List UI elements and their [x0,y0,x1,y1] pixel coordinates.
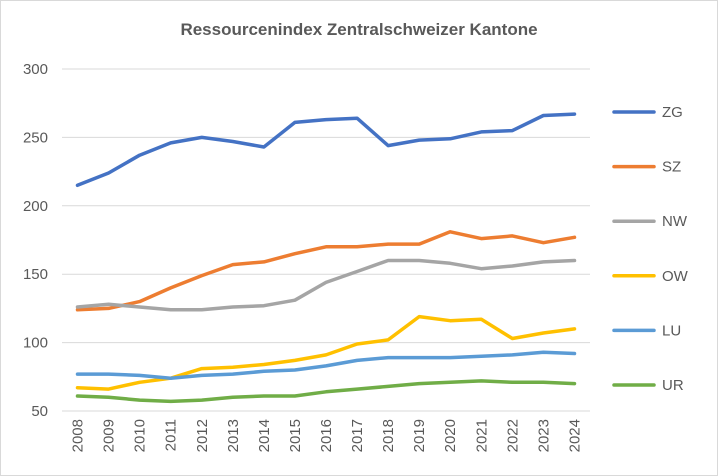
x-axis-ticks: 2008 2009 2010 2011 2012 2013 2014 2015 2016 2017… [70,419,584,452]
legend-label-sz: SZ [662,159,681,176]
x-tick-label: 2008 [70,419,87,452]
x-tick-label: 2018 [380,419,397,452]
legend: ZG SZ NW OW LU UR [612,104,689,394]
legend-label-ur: UR [662,377,684,394]
y-axis-ticks: 50 100 150 200 250 300 [23,61,48,420]
x-tick-label: 2014 [256,419,273,452]
y-tick-label: 200 [23,198,48,215]
x-tick-label: 2021 [473,419,490,452]
x-tick-label: 2015 [287,419,304,452]
gridlines [62,68,590,412]
legend-label-lu: LU [662,322,681,339]
legend-label-nw: NW [662,213,688,230]
series-line-lu [75,350,577,380]
legend-label-zg: ZG [662,104,683,121]
x-tick-label: 2016 [318,419,335,452]
y-tick-label: 100 [23,335,48,352]
chart-title: Ressourcenindex Zentralschweizer Kantone [180,20,538,39]
y-tick-label: 50 [31,403,48,420]
x-tick-label: 2011 [163,419,180,451]
x-tick-label: 2023 [535,419,552,452]
x-tick-label: 2020 [442,419,459,452]
x-tick-label: 2024 [566,419,583,452]
x-tick-label: 2012 [194,419,211,452]
y-tick-label: 250 [23,129,48,146]
x-tick-label: 2017 [349,419,366,452]
series-line-nw [75,258,577,312]
x-tick-label: 2022 [504,419,521,452]
series-line-zg [75,112,577,188]
y-tick-label: 150 [23,266,48,283]
y-tick-label: 300 [23,61,48,78]
x-tick-label: 2009 [101,419,118,452]
x-tick-label: 2013 [225,419,242,452]
series-line-ur [75,379,577,404]
series-line-sz [75,230,577,312]
x-tick-label: 2019 [411,419,428,452]
series-line-ow [75,314,577,391]
series-lines [75,112,577,404]
legend-label-ow: OW [662,268,689,285]
x-tick-label: 2010 [132,419,149,452]
